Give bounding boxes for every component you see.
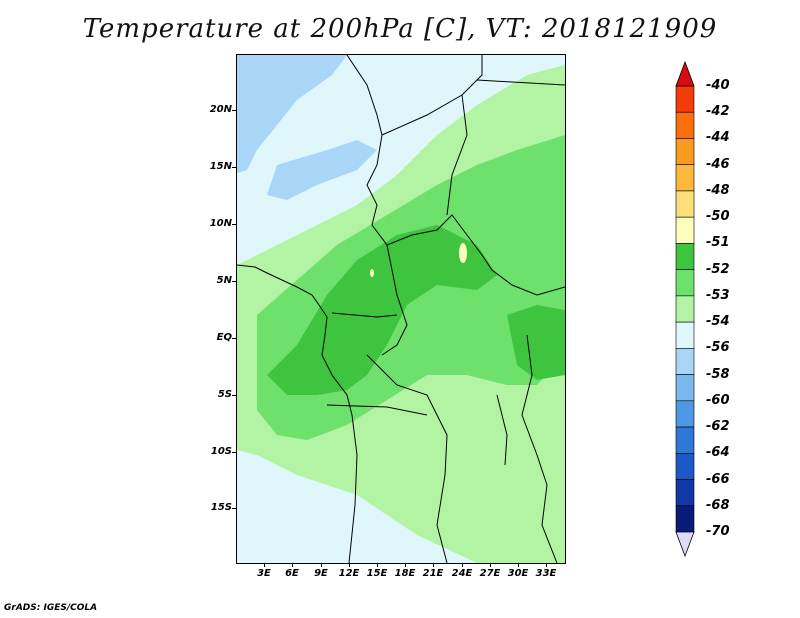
colorbar-top-arrow — [675, 60, 695, 87]
lon-label: 15E — [366, 568, 388, 579]
colorbar-label: -68 — [706, 497, 730, 513]
lon-label: 33E — [535, 568, 557, 579]
lon-tick — [462, 563, 463, 567]
lon-tick — [264, 563, 265, 567]
colorbar-box — [675, 164, 695, 192]
colorbar-label: -48 — [706, 182, 730, 198]
colorbar-box — [675, 111, 695, 139]
lon-tick — [546, 563, 547, 567]
lon-tick — [405, 563, 406, 567]
warm-spot-2 — [370, 269, 374, 277]
colorbar-box — [675, 243, 695, 270]
lon-tick — [321, 563, 322, 567]
colorbar-box — [675, 216, 695, 244]
cold-region-2 — [267, 140, 377, 200]
lat-tick — [232, 281, 236, 282]
colorbar — [675, 60, 695, 558]
colorbar-box — [675, 295, 695, 323]
colorbar-label: -51 — [706, 235, 730, 251]
colorbar-label: -52 — [706, 261, 730, 277]
colorbar-box — [675, 321, 695, 349]
colorbar-label: -60 — [706, 392, 730, 408]
lon-tick — [349, 563, 350, 567]
lon-tick — [292, 563, 293, 567]
lon-tick — [377, 563, 378, 567]
colorbar-label: -58 — [706, 366, 730, 382]
lon-tick — [490, 563, 491, 567]
lat-label: 5S — [217, 389, 232, 400]
warm-spot — [459, 243, 467, 263]
lat-tick — [232, 395, 236, 396]
colorbar-label: -53 — [706, 287, 730, 303]
dark-green-region — [267, 225, 497, 395]
colorbar-label: -44 — [706, 130, 730, 146]
colorbar-box — [675, 138, 695, 166]
colorbar-label: -54 — [706, 314, 730, 330]
colorbar-box — [675, 269, 695, 297]
lat-tick — [232, 167, 236, 168]
lat-tick — [232, 338, 236, 339]
colorbar-label: -42 — [706, 104, 730, 120]
lat-label: 5N — [216, 275, 232, 286]
colorbar-box — [675, 400, 695, 428]
lat-label: 15S — [210, 502, 232, 513]
lat-tick — [232, 452, 236, 453]
lat-label: 20N — [209, 104, 232, 115]
colorbar-box — [675, 374, 695, 402]
lon-label: 3E — [257, 568, 271, 579]
lat-label: 10S — [210, 446, 232, 457]
colorbar-label: -70 — [706, 524, 730, 539]
colorbar-box — [675, 190, 695, 218]
colorbar-label: -46 — [706, 156, 730, 172]
colorbar-label: -40 — [706, 78, 730, 93]
colorbar-label: -50 — [706, 209, 730, 225]
dark-green-region-2 — [507, 305, 565, 380]
temperature-field-map — [237, 55, 565, 563]
colorbar-box — [675, 452, 695, 480]
colorbar-label: -56 — [706, 340, 730, 356]
colorbar-label: -62 — [706, 419, 730, 435]
lon-label: 6E — [285, 568, 299, 579]
lon-tick — [433, 563, 434, 567]
cold-region — [237, 55, 347, 173]
colorbar-label: -64 — [706, 445, 730, 461]
map-plot-area — [236, 54, 566, 564]
colorbar-box — [675, 85, 695, 113]
lon-label: 30E — [507, 568, 529, 579]
coastlines-borders — [237, 55, 565, 563]
lat-label: EQ — [216, 332, 232, 343]
colorbar-label: -66 — [706, 471, 730, 487]
lat-tick — [232, 224, 236, 225]
lat-tick — [232, 508, 236, 509]
colorbar-bottom-arrow — [675, 531, 695, 558]
colorbar-box — [675, 505, 695, 533]
colorbar-box — [675, 348, 695, 375]
colorbar-box — [675, 426, 695, 454]
lon-label: 18E — [394, 568, 416, 579]
lon-label: 24E — [451, 568, 473, 579]
lon-label: 12E — [338, 568, 360, 579]
lon-label: 9E — [314, 568, 328, 579]
footer-credit: GrADS: IGES/COLA — [4, 603, 98, 613]
lon-tick — [518, 563, 519, 567]
lat-tick — [232, 110, 236, 111]
colorbar-box — [675, 479, 695, 507]
lon-label: 21E — [422, 568, 444, 579]
chart-title: Temperature at 200hPa [C], VT: 201812190… — [82, 14, 718, 44]
lon-label: 27E — [479, 568, 501, 579]
lat-label: 15N — [209, 161, 232, 172]
lat-label: 10N — [209, 218, 232, 229]
